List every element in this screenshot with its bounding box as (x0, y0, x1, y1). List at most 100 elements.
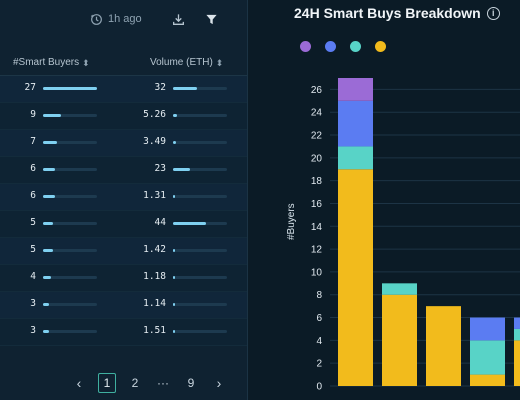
column-header-label: #Smart Buyers (13, 57, 80, 68)
volume-value: 3.49 (143, 136, 166, 147)
volume-bar-fill (173, 303, 175, 306)
buyers-bar-fill (43, 114, 61, 117)
table-row[interactable]: 27 32 (0, 76, 247, 103)
page-button[interactable]: 2 (131, 376, 139, 390)
bar-segment (470, 317, 505, 341)
y-tick-label: 4 (316, 336, 322, 347)
page-button-current[interactable]: 1 (98, 373, 116, 393)
volume-value: 1.42 (143, 244, 166, 255)
legend-dot-blue[interactable] (325, 41, 336, 52)
buyers-bar-fill (43, 330, 49, 333)
buyers-count: 27 (24, 82, 36, 93)
buyers-bar (43, 195, 97, 198)
pagination: ‹ 1 2 ··· 9 › (70, 373, 228, 393)
buyers-bar-fill (43, 303, 49, 306)
buyers-bar-fill (43, 87, 97, 90)
buyers-bar (43, 168, 97, 171)
y-tick-label: 14 (311, 222, 323, 233)
buyers-bar-fill (43, 222, 54, 225)
volume-bar-fill (173, 222, 206, 225)
legend-dot-teal[interactable] (350, 41, 361, 52)
bar-segment (338, 146, 373, 170)
y-tick-label: 10 (311, 267, 323, 278)
buyers-bar (43, 114, 97, 117)
table-row[interactable]: 5 1.42 (0, 238, 247, 265)
volume-bar-fill (173, 330, 175, 333)
refresh-time-label: 1h ago (108, 13, 142, 25)
buyers-bar-fill (43, 249, 54, 252)
y-tick-label: 18 (311, 176, 323, 187)
buyers-bar (43, 303, 97, 306)
y-tick-label: 20 (311, 153, 323, 164)
column-header-smart-buyers[interactable]: #Smart Buyers ⬍ (13, 57, 90, 68)
table-row[interactable]: 7 3.49 (0, 130, 247, 157)
buyers-bar-fill (43, 276, 52, 279)
volume-value: 44 (154, 217, 166, 228)
buyers-count: 7 (30, 136, 36, 147)
clock-refresh-icon (90, 13, 103, 26)
volume-bar (173, 141, 227, 144)
download-icon (172, 13, 185, 26)
buyers-bar (43, 276, 97, 279)
prev-page-button[interactable]: ‹ (76, 375, 82, 391)
y-tick-label: 0 (316, 382, 322, 393)
bar-segment (470, 340, 505, 375)
table-row[interactable]: 9 5.26 (0, 103, 247, 130)
bar-segment (470, 374, 505, 386)
sort-icon: ⬍ (215, 57, 224, 68)
table-body: 27 32 9 5.26 7 3.49 6 23 6 1.31 5 44 5 1.42 4 1.18 3 1.14… (0, 76, 247, 346)
bar-segment (426, 306, 461, 386)
bar-segment (338, 78, 373, 101)
legend-dot-purple[interactable] (300, 41, 311, 52)
buyers-bar-fill (43, 195, 55, 198)
buyers-count: 4 (30, 271, 36, 282)
volume-bar (173, 87, 227, 90)
buyers-bar-fill (43, 141, 58, 144)
y-tick-label: 12 (311, 245, 323, 256)
y-tick-label: 24 (311, 108, 323, 119)
filter-button[interactable] (205, 10, 218, 28)
download-button[interactable] (172, 10, 185, 28)
y-tick-label: 26 (311, 85, 323, 96)
buyers-count: 3 (30, 298, 36, 309)
table-row[interactable]: 3 1.14 (0, 292, 247, 319)
buyers-bar (43, 249, 97, 252)
table-row[interactable]: 6 23 (0, 157, 247, 184)
page-button-last[interactable]: 9 (187, 376, 195, 390)
volume-value: 32 (154, 82, 166, 93)
volume-value: 1.51 (143, 325, 166, 336)
volume-bar (173, 195, 227, 198)
info-icon[interactable]: i (486, 6, 500, 20)
y-tick-label: 16 (311, 199, 323, 210)
buyers-count: 6 (30, 163, 36, 174)
y-tick-label: 2 (316, 359, 322, 370)
y-tick-label: 22 (311, 131, 323, 142)
chart-legend (300, 41, 386, 52)
table-row[interactable]: 6 1.31 (0, 184, 247, 211)
bar-segment (514, 328, 520, 341)
next-page-button[interactable]: › (216, 375, 222, 391)
buyers-bar (43, 222, 97, 225)
buyers-count: 9 (30, 109, 36, 120)
buyers-bar (43, 330, 97, 333)
panel-divider (247, 0, 248, 400)
volume-bar-fill (173, 276, 175, 279)
column-header-label: Volume (ETH) (150, 57, 213, 68)
smart-buyers-table-panel: 1h ago #Smart Buyers ⬍ Volume (ETH) ⬍ 27… (0, 0, 247, 400)
volume-value: 23 (154, 163, 166, 174)
volume-bar (173, 168, 227, 171)
bar-segment (382, 283, 417, 295)
bar-segment (338, 100, 373, 147)
y-tick-label: 6 (316, 313, 322, 324)
column-header-volume[interactable]: Volume (ETH) ⬍ (150, 57, 223, 68)
legend-dot-yellow[interactable] (375, 41, 386, 52)
buyers-count: 6 (30, 190, 36, 201)
buyers-bar-fill (43, 168, 55, 171)
refresh-time[interactable]: 1h ago (90, 10, 142, 28)
volume-value: 1.31 (143, 190, 166, 201)
table-row[interactable]: 5 44 (0, 211, 247, 238)
table-row[interactable]: 4 1.18 (0, 265, 247, 292)
table-row[interactable]: 3 1.51 (0, 319, 247, 346)
filter-icon (205, 13, 218, 26)
